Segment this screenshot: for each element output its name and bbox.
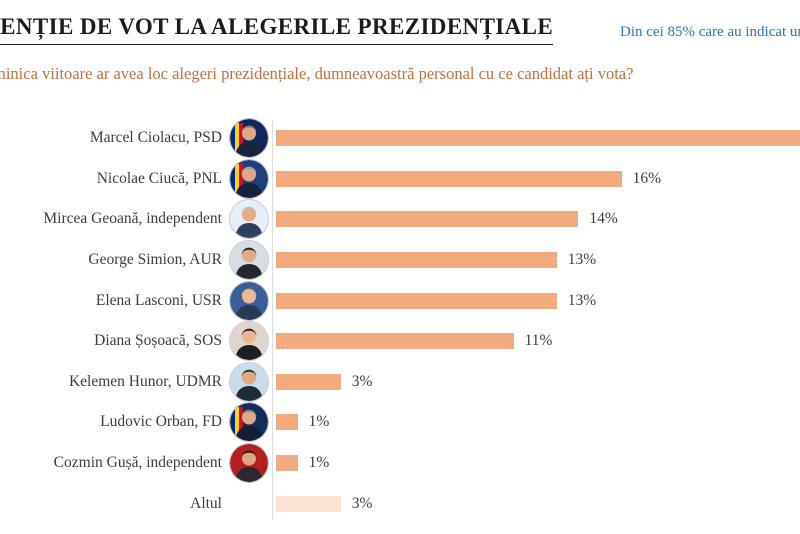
candidate-label: Ludovic Orban, FD	[100, 413, 222, 431]
chart-row: Kelemen Hunor, UDMR 3%	[0, 362, 800, 403]
chart-row: Ludovic Orban, FD 1%	[0, 402, 800, 443]
axis-line	[272, 120, 273, 520]
candidate-label: George Simion, AUR	[88, 251, 222, 269]
vote-bar	[276, 455, 298, 472]
candidate-avatar	[222, 322, 276, 361]
candidate-avatar	[222, 119, 276, 158]
chart-row: Cozmin Gușă, independent 1%	[0, 443, 800, 484]
percent-label: 3%	[351, 494, 373, 512]
vote-bar	[276, 292, 557, 309]
candidate-avatar	[222, 403, 276, 442]
vote-intention-bar-chart: Marcel Ciolacu, PSD Nicolae Ciucă, PNL 1…	[0, 118, 800, 528]
vote-bar	[276, 373, 341, 390]
vote-bar	[276, 414, 298, 431]
percent-label: 1%	[308, 413, 330, 431]
candidate-label: Elena Lasconi, USR	[95, 291, 222, 309]
candidate-label: Cozmin Gușă, independent	[53, 454, 222, 472]
vote-bar	[276, 252, 557, 269]
chart-row: George Simion, AUR 13%	[0, 240, 800, 281]
percent-label: 16%	[632, 169, 662, 187]
vote-bar	[276, 333, 514, 350]
percent-label: 1%	[308, 454, 330, 472]
percent-label: 11%	[524, 332, 553, 350]
chart-rows: Marcel Ciolacu, PSD Nicolae Ciucă, PNL 1…	[0, 118, 800, 524]
survey-question: minica viitoare ar avea loc alegeri prez…	[0, 64, 634, 83]
page-title: INTENȚIE DE VOT LA ALEGERILE PREZIDENȚIA…	[0, 14, 554, 45]
candidate-label: Marcel Ciolacu, PSD	[89, 129, 222, 147]
percent-label: 13%	[567, 291, 597, 309]
vote-bar	[276, 495, 341, 512]
candidate-avatar	[222, 281, 276, 320]
chart-row: Marcel Ciolacu, PSD	[0, 118, 800, 159]
candidate-label: Kelemen Hunor, UDMR	[68, 372, 222, 390]
candidate-label: Altul	[190, 494, 222, 512]
vote-bar	[276, 211, 579, 228]
chart-row: Altul 3%	[0, 483, 800, 524]
candidate-label: Mircea Geoană, independent	[43, 210, 222, 228]
percent-label: 14%	[589, 210, 618, 228]
chart-row: Mircea Geoană, independent 14%	[0, 199, 800, 240]
candidate-label: Nicolae Ciucă, PNL	[96, 169, 222, 187]
candidate-avatar	[222, 241, 276, 280]
sample-note: Din cei 85% care au indicat un	[620, 24, 800, 40]
vote-bar	[276, 130, 800, 147]
chart-row: Elena Lasconi, USR 13%	[0, 280, 800, 321]
candidate-avatar	[222, 444, 276, 483]
chart-row: Diana Șoșoacă, SOS 11%	[0, 321, 800, 362]
vote-bar	[276, 170, 622, 187]
candidate-label: Diana Șoșoacă, SOS	[94, 332, 222, 350]
percent-label: 3%	[351, 372, 373, 390]
candidate-avatar	[222, 200, 276, 239]
chart-row: Nicolae Ciucă, PNL 16%	[0, 159, 800, 200]
candidate-avatar	[222, 362, 276, 401]
percent-label: 13%	[567, 251, 597, 269]
candidate-avatar	[222, 159, 276, 198]
